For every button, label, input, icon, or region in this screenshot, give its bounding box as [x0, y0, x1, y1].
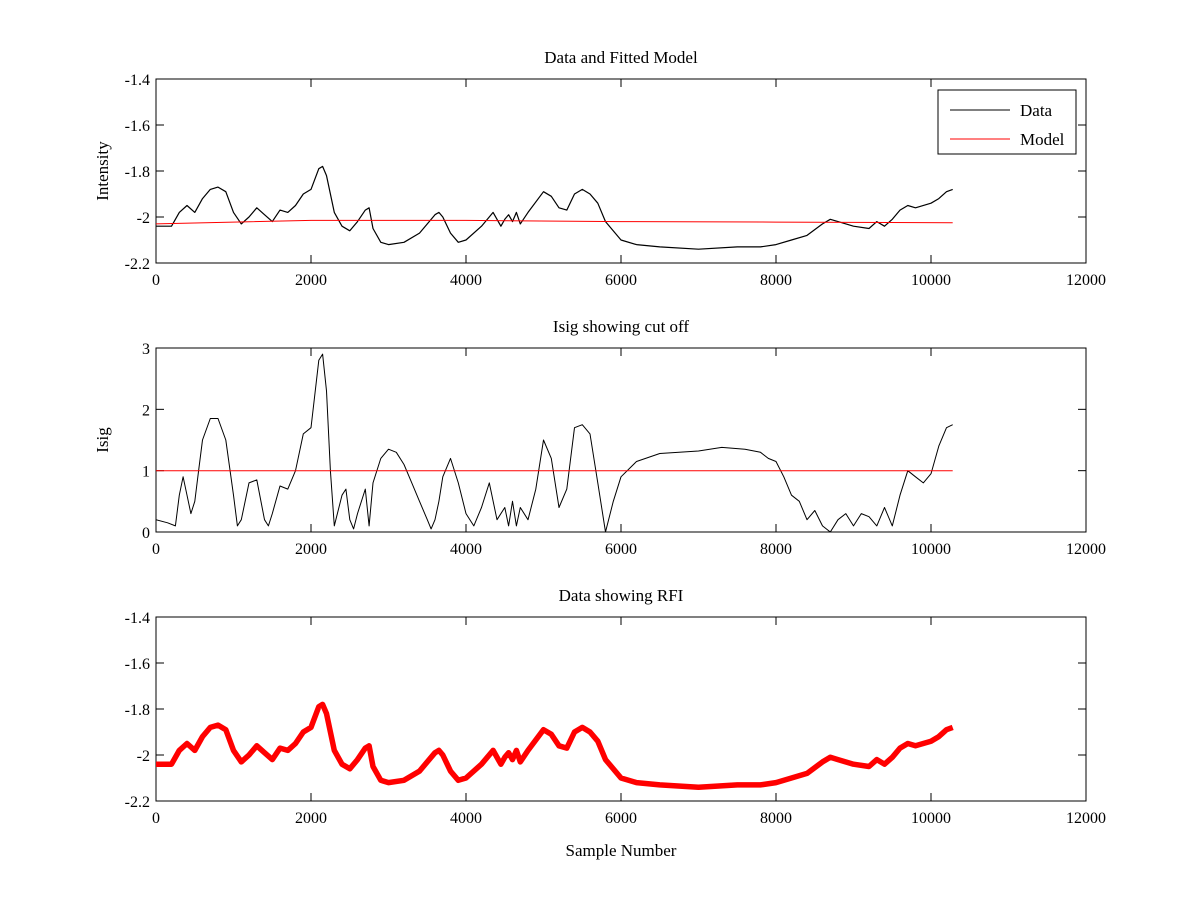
x-tick-label: 4000: [450, 541, 482, 558]
x-tick-label: 6000: [605, 272, 637, 289]
chart-panel-2: 0 2000 4000 6000 8000 10000 12000 3 2 1 0 Isig show…: [93, 317, 1106, 558]
x-tick-label: 0: [152, 272, 160, 289]
series-line-model: [156, 219, 953, 225]
x-tick-label: 12000: [1066, 810, 1106, 827]
y-tick-label: -1.4: [125, 610, 150, 627]
x-tick-label: 6000: [605, 541, 637, 558]
y-tick-label: 2: [142, 402, 150, 419]
x-tick-label: 10000: [911, 541, 951, 558]
y-tick-label: 1: [142, 464, 150, 481]
chart-title: Data showing RFI: [559, 586, 684, 605]
y-tick-label: 0: [142, 525, 150, 542]
x-axis-label: Sample Number: [566, 841, 677, 860]
y-tick-label: -1.6: [125, 118, 150, 135]
x-tick-label: 4000: [450, 272, 482, 289]
chart-panel-3: 0 2000 4000 6000 8000 10000 12000 -1.4 -1.6 -1.8 -…: [125, 586, 1106, 860]
x-tick-label: 0: [152, 541, 160, 558]
x-tick-label: 10000: [911, 810, 951, 827]
x-tick-label: 2000: [295, 541, 327, 558]
y-tick-label: -2.2: [125, 256, 150, 273]
legend-label: Data: [1020, 101, 1053, 120]
x-tick-label: 8000: [760, 541, 792, 558]
y-axis-label: Isig: [93, 427, 112, 453]
x-tick-label: 6000: [605, 810, 637, 827]
chart-title: Data and Fitted Model: [544, 48, 698, 67]
x-tick-label: 10000: [911, 272, 951, 289]
x-tick-label: 2000: [295, 810, 327, 827]
series-line-1: [156, 701, 954, 790]
x-tick-label: 4000: [450, 810, 482, 827]
y-axis-label: Intensity: [93, 141, 112, 201]
chart-title: Isig showing cut off: [553, 317, 689, 336]
series-line-1: [156, 353, 953, 532]
chart-panel-1: 0 2000 4000 6000 8000 10000 12000 -1.4 -1.6 -1.8 -…: [93, 48, 1106, 289]
y-tick-label: -1.6: [125, 656, 150, 673]
x-tick-label: 2000: [295, 272, 327, 289]
y-tick-label: -2: [137, 748, 150, 765]
x-tick-label: 12000: [1066, 541, 1106, 558]
plot-area: [155, 616, 1087, 802]
y-tick-label: -1.8: [125, 164, 150, 181]
x-tick-label: 12000: [1066, 272, 1106, 289]
y-tick-label: -2.2: [125, 794, 150, 811]
y-tick-label: 3: [142, 341, 150, 358]
x-tick-label: 8000: [760, 272, 792, 289]
y-tick-label: -2: [137, 210, 150, 227]
legend-label: Model: [1020, 130, 1065, 149]
y-tick-label: -1.8: [125, 702, 150, 719]
series-line-data: [156, 165, 953, 250]
plot-area: [155, 78, 1087, 264]
legend: Data Model: [937, 89, 1077, 155]
plot-area: [155, 347, 1087, 533]
x-tick-label: 0: [152, 810, 160, 827]
x-tick-label: 8000: [760, 810, 792, 827]
y-tick-label: -1.4: [125, 72, 150, 89]
legend-box: [937, 89, 1077, 155]
